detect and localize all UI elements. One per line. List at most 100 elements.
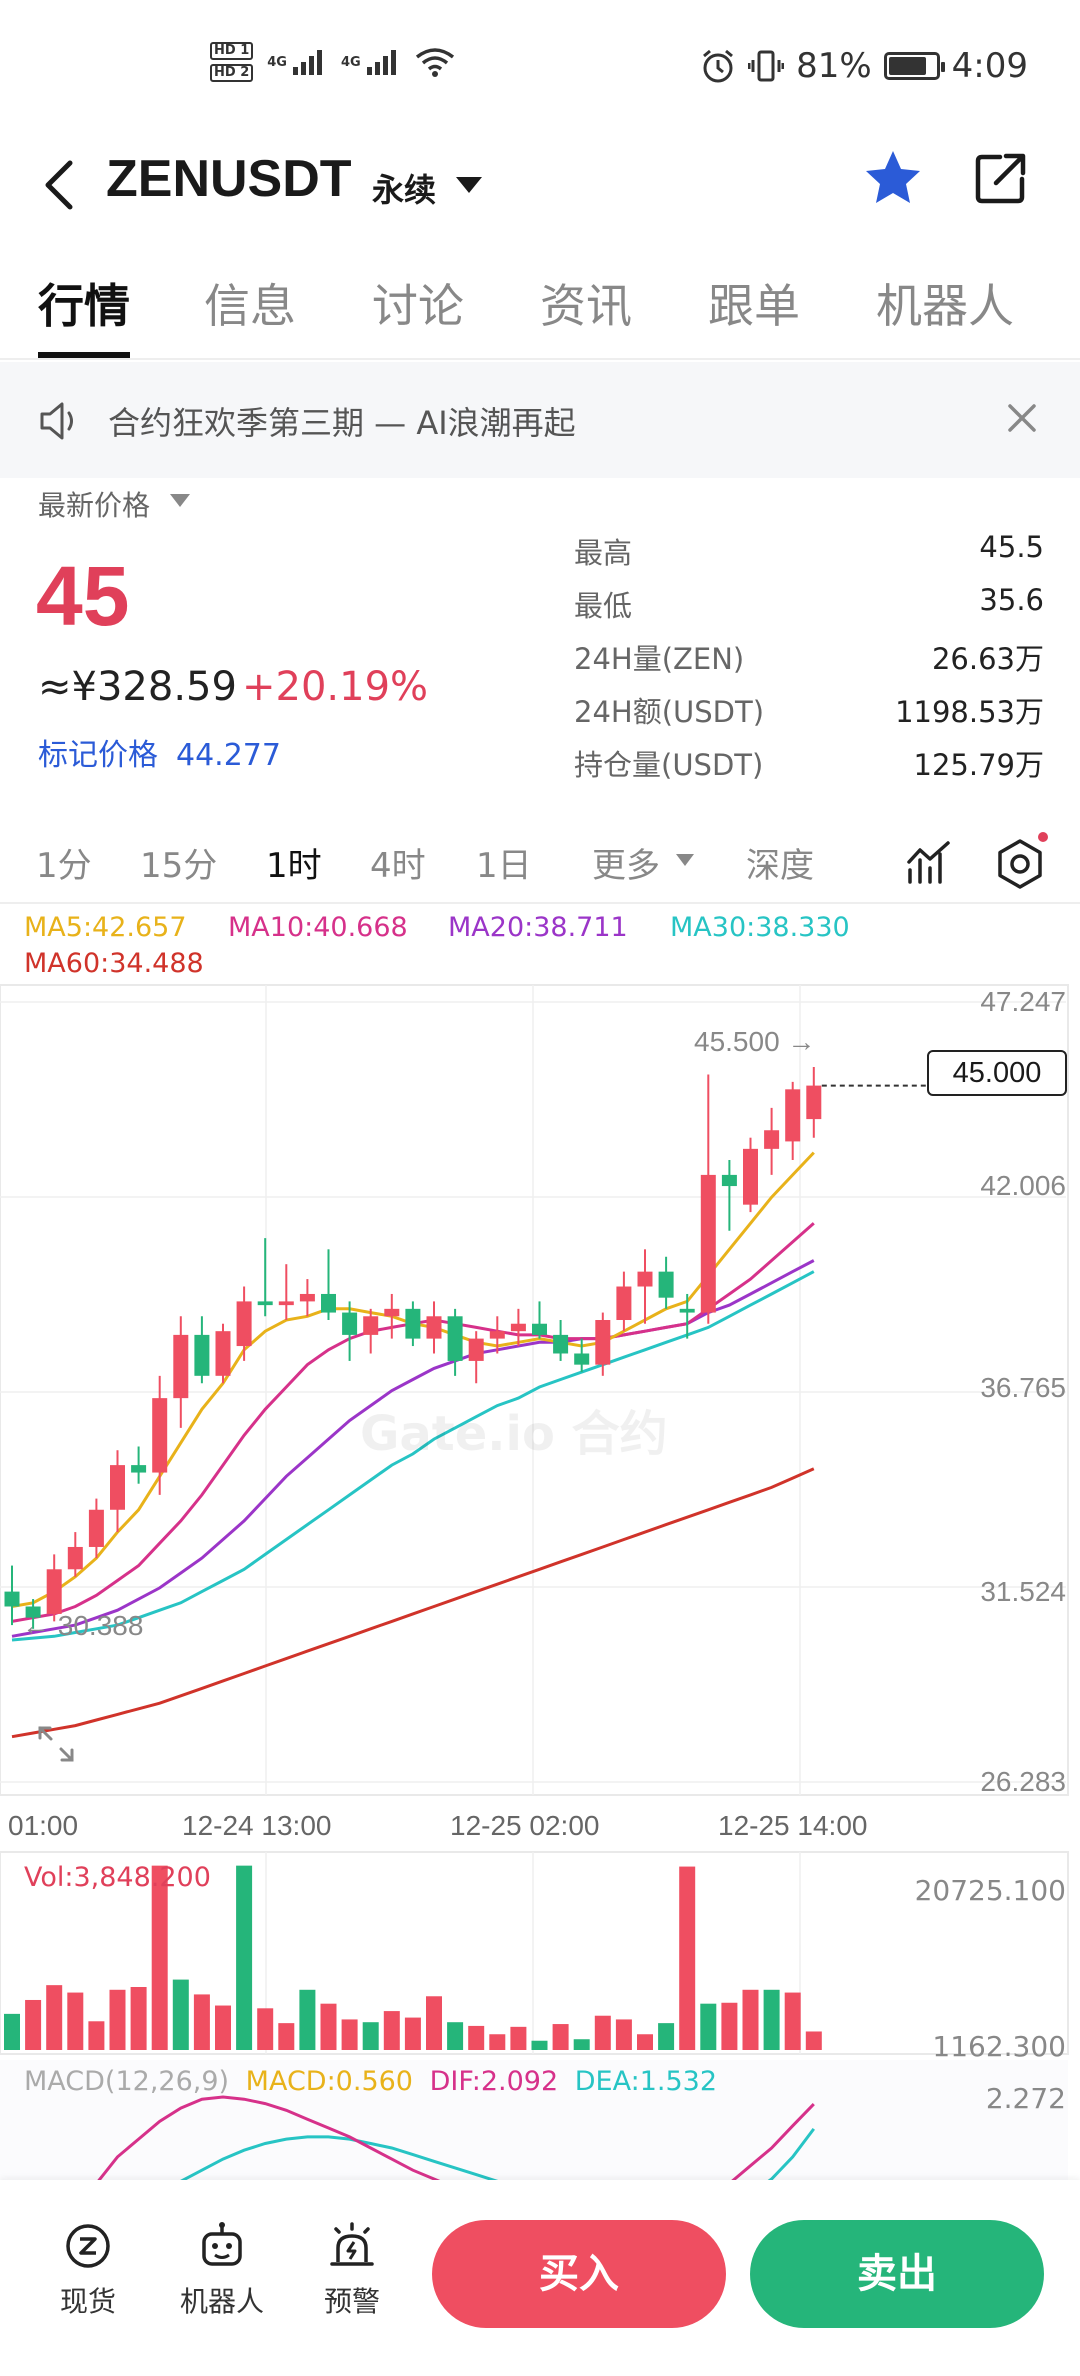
sell-button[interactable]: 卖出 (750, 2220, 1044, 2328)
volume-bar (362, 2022, 379, 2050)
chevron-down-icon[interactable] (456, 177, 482, 193)
volume-bar (637, 2034, 653, 2050)
stat-label: 最高 (574, 536, 633, 570)
alert-button[interactable]: 预警 (302, 2220, 402, 2320)
interval-1d[interactable]: 1日 (476, 846, 532, 886)
volume-y-max: 20725.100 (914, 1874, 1066, 1907)
mark-price-row[interactable]: 标记价格 44.277 (38, 730, 281, 774)
volume-bar (88, 2021, 105, 2050)
interval-more[interactable]: 更多 (592, 846, 660, 886)
candle-body (131, 1465, 147, 1473)
candle-body (806, 1085, 822, 1120)
alarm-icon (703, 49, 734, 83)
stat-value: 125.79万 (913, 748, 1044, 782)
tab-discussion[interactable]: 讨论 (372, 279, 464, 333)
candle-body (67, 1546, 83, 1570)
spot-button[interactable]: 现货 (38, 2220, 138, 2320)
tab-copy-trade[interactable]: 跟单 (708, 279, 800, 333)
volume-bar (109, 1989, 126, 2050)
interval-4h[interactable]: 4时 (370, 846, 426, 886)
volume-bar (573, 2039, 590, 2050)
close-icon[interactable] (1002, 398, 1042, 438)
status-bar: HD 1 HD 2 4G 4G 81% 4:09 (0, 0, 1080, 135)
candle-body (743, 1148, 758, 1205)
low-marker: ← 30.388 (22, 1610, 144, 1641)
volume-bar (151, 1865, 168, 2050)
volume-bar (67, 1992, 84, 2050)
dif-value: DIF:2.092 (429, 2066, 559, 2097)
tab-market[interactable]: 行情 (38, 279, 130, 333)
volume-bar (742, 1989, 759, 2050)
share-icon[interactable] (972, 149, 1030, 207)
caret-down-icon[interactable] (170, 494, 190, 507)
candle-body (595, 1320, 611, 1365)
announcement-text[interactable]: 合约狂欢季第三期 — AI浪潮再起 (108, 404, 576, 442)
chart-frame (0, 984, 1069, 1796)
interval-1h[interactable]: 1时 (266, 846, 322, 886)
vibrate-icon (748, 50, 785, 82)
mark-price-label: 标记价格 (38, 738, 158, 773)
candle-body (553, 1334, 569, 1354)
tab-news[interactable]: 资讯 (540, 279, 632, 333)
ma5-line (11, 1151, 815, 1608)
volume-bar (299, 1989, 316, 2050)
expand-icon[interactable] (36, 1724, 76, 1764)
depth-tab[interactable]: 深度 (746, 846, 814, 886)
indicator-icon[interactable] (906, 840, 952, 886)
candle-body (257, 1301, 273, 1306)
stat-label: 24H量(ZEN) (574, 642, 745, 676)
volume-bar (784, 1992, 801, 2050)
robot-label: 机器人 (179, 2285, 264, 2318)
interval-15m[interactable]: 15分 (140, 846, 218, 886)
y-tick: 47.247 (980, 986, 1066, 1017)
interval-bar: 1分 15分 1时 4时 1日 更多 深度 (0, 830, 1080, 904)
contract-symbol[interactable]: ZENUSDT (106, 150, 352, 208)
volume-bar (236, 1865, 253, 2050)
hd2-badge: HD 2 (210, 64, 254, 82)
price-type-label[interactable]: 最新价格 (38, 489, 151, 522)
tab-info[interactable]: 信息 (204, 279, 296, 333)
candle-body (447, 1316, 463, 1361)
spot-icon (66, 2224, 110, 2268)
settings-icon[interactable] (994, 838, 1046, 890)
volume-bar (447, 2022, 464, 2050)
volume-bar (552, 2024, 569, 2050)
signal-2-icon: 4G (341, 47, 401, 77)
ma5-legend: MA5:42.657 (24, 912, 187, 943)
x-tick: 12-25 14:00 (718, 1810, 868, 1841)
notification-dot (1038, 832, 1048, 842)
volume-bar (468, 2025, 485, 2050)
stat-label: 最低 (574, 589, 633, 623)
macd-value: MACD:0.560 (245, 2066, 413, 2097)
y-tick: 42.006 (980, 1170, 1066, 1201)
more-caret-icon[interactable] (676, 854, 694, 866)
watermark-logo: Gate.io 合约 (360, 1406, 668, 1462)
volume-bar (615, 2019, 632, 2050)
buy-button[interactable]: 买入 (432, 2220, 726, 2328)
volume-bar (531, 2040, 548, 2050)
volume-bar (341, 2019, 358, 2050)
volume-bar (193, 1994, 210, 2050)
volume-bar (4, 2013, 20, 2050)
favorite-star-icon[interactable] (862, 147, 924, 209)
candle-body (468, 1338, 484, 1361)
stat-value: 26.63万 (931, 642, 1044, 676)
hd1-badge: HD 1 (210, 42, 254, 60)
candle-body (721, 1174, 737, 1187)
candle-body (489, 1331, 505, 1339)
announcement-bar[interactable]: 合约狂欢季第三期 — AI浪潮再起 (0, 362, 1080, 478)
section-tabs: 行情 信息 讨论 资讯 跟单 机器人 (0, 260, 1080, 360)
candle-body (46, 1569, 62, 1614)
volume-bar (721, 2002, 738, 2050)
volume-bar (510, 2026, 527, 2050)
interval-1m[interactable]: 1分 (36, 846, 92, 886)
candle-body (510, 1323, 526, 1332)
stat-value: 35.6 (979, 583, 1044, 617)
candle-body (764, 1130, 780, 1149)
robot-button[interactable]: 机器人 (172, 2220, 272, 2320)
back-arrow-icon[interactable] (36, 155, 86, 215)
tab-bot[interactable]: 机器人 (876, 279, 1014, 333)
contract-type[interactable]: 永续 (372, 171, 437, 209)
volume-bar (130, 1987, 147, 2050)
volume-bar (805, 2031, 822, 2050)
